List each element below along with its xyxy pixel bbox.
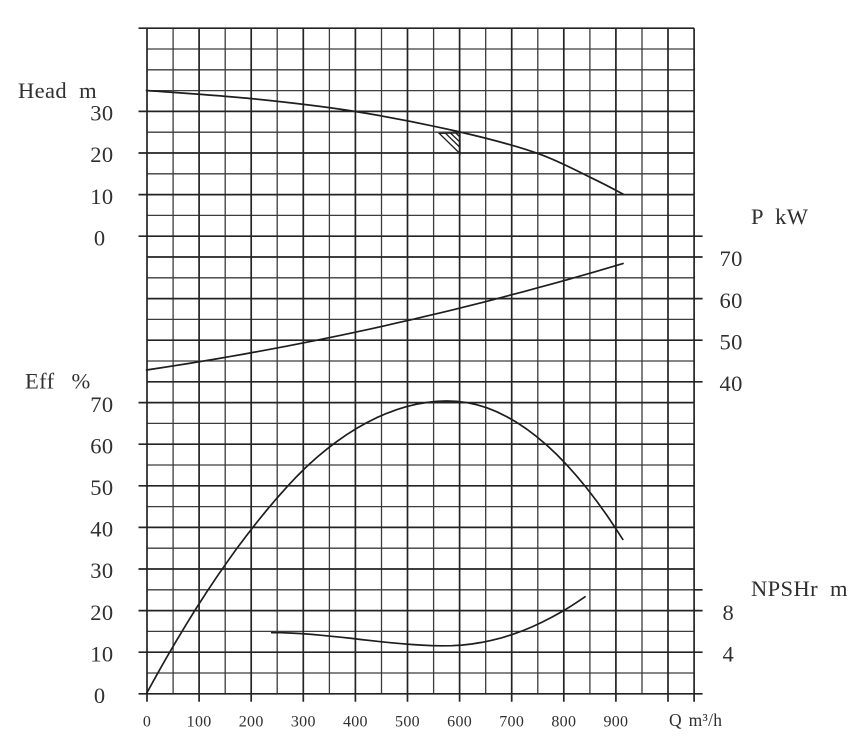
svg-text:60: 60 xyxy=(720,288,743,313)
svg-text:300: 300 xyxy=(291,714,316,731)
svg-text:200: 200 xyxy=(239,714,264,731)
svg-text:0: 0 xyxy=(143,714,151,731)
svg-text:0: 0 xyxy=(94,683,106,708)
svg-text:NPSHr m: NPSHr m xyxy=(751,576,848,601)
svg-text:10: 10 xyxy=(90,184,113,209)
svg-text:Eff %: Eff % xyxy=(25,369,91,394)
svg-text:60: 60 xyxy=(90,433,113,458)
svg-text:P kW: P kW xyxy=(751,204,809,229)
svg-text:20: 20 xyxy=(90,600,113,625)
svg-text:900: 900 xyxy=(603,714,628,731)
svg-text:30: 30 xyxy=(90,558,113,583)
svg-text:30: 30 xyxy=(90,101,113,126)
svg-text:Head m: Head m xyxy=(18,78,97,103)
svg-text:70: 70 xyxy=(720,246,743,271)
svg-text:500: 500 xyxy=(395,714,420,731)
svg-text:50: 50 xyxy=(720,329,743,354)
svg-text:10: 10 xyxy=(90,641,113,666)
svg-text:40: 40 xyxy=(720,371,743,396)
svg-text:600: 600 xyxy=(447,714,472,731)
svg-text:70: 70 xyxy=(90,392,113,417)
svg-text:Q m³/h: Q m³/h xyxy=(669,710,722,730)
svg-text:4: 4 xyxy=(723,641,735,666)
svg-text:8: 8 xyxy=(723,600,735,625)
svg-text:20: 20 xyxy=(90,142,113,167)
svg-text:40: 40 xyxy=(90,517,113,542)
svg-text:800: 800 xyxy=(551,714,576,731)
svg-text:400: 400 xyxy=(343,714,368,731)
svg-text:0: 0 xyxy=(94,225,106,250)
svg-text:700: 700 xyxy=(499,714,524,731)
svg-text:50: 50 xyxy=(90,475,113,500)
svg-text:100: 100 xyxy=(187,714,212,731)
